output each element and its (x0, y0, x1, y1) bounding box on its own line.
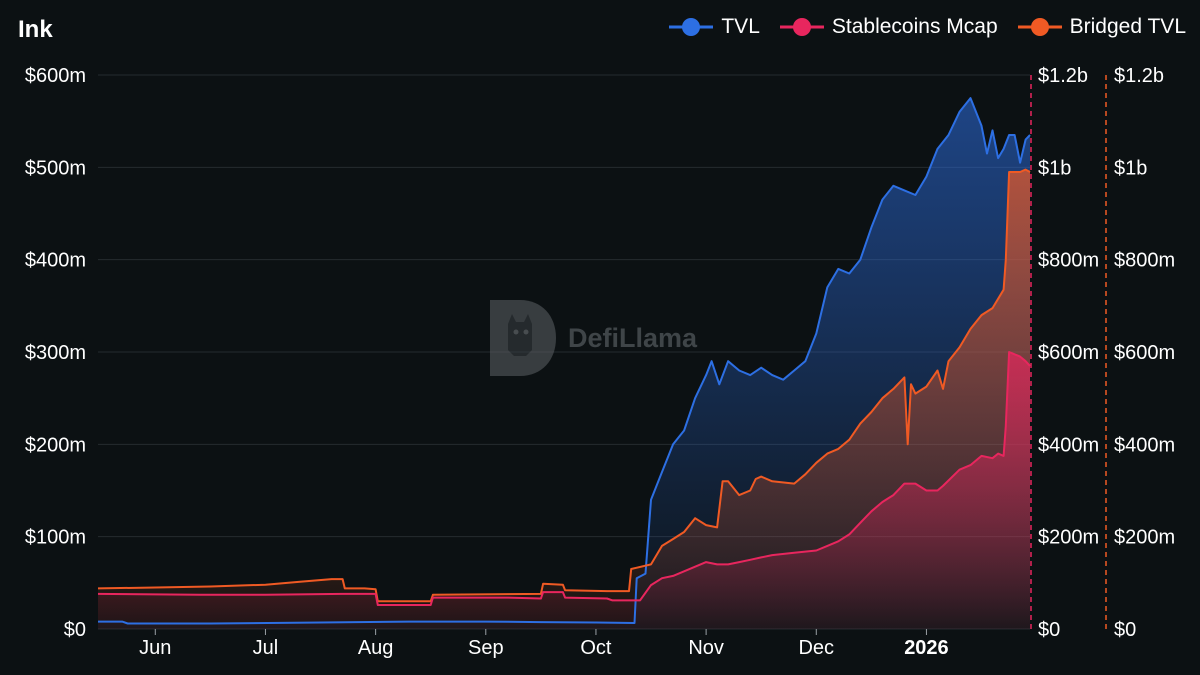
watermark-text: DefiLlama (568, 322, 698, 353)
x-tick-label: Aug (358, 637, 394, 659)
y-right2-tick-label: $0 (1114, 619, 1136, 641)
legend-label-stablecoins: Stablecoins Mcap (831, 15, 998, 38)
series-area-stablecoins-mcap (98, 352, 1030, 629)
y-left-tick-label: $300m (25, 342, 86, 364)
legend-stablecoins-marker-icon (779, 18, 824, 36)
y-left-tick-label: $200m (25, 434, 86, 456)
y-left-tick-label: $0 (64, 619, 86, 641)
y-right-tick-label: $1b (1038, 157, 1071, 179)
legend-label-bridged: Bridged TVL (1069, 15, 1186, 38)
x-tick-label: Sep (468, 637, 504, 659)
watermark: DefiLlama (490, 300, 697, 376)
x-tick-label: Jul (253, 637, 279, 659)
y-right-tick-label: $200m (1038, 527, 1099, 549)
x-tick-label: 2026 (904, 637, 949, 659)
y-right2-tick-label: $1b (1114, 157, 1147, 179)
legend-item-tvl[interactable]: TVL (669, 15, 760, 39)
y-right-tick-label: $0 (1038, 619, 1060, 641)
y-right-tick-label: $600m (1038, 342, 1099, 364)
series-area-bridged-tvl (98, 169, 1030, 629)
legend: TVL Stablecoins Mcap Bridged TVL (669, 15, 1186, 39)
series-line-tvl (98, 97, 1031, 625)
legend-tvl-marker-icon (669, 18, 714, 36)
legend-item-stablecoins[interactable]: Stablecoins Mcap (779, 15, 998, 39)
x-tick-label: Oct (580, 637, 612, 659)
legend-item-bridged[interactable]: Bridged TVL (1017, 15, 1186, 39)
legend-bridged-marker-icon (1017, 18, 1062, 36)
x-tick-label: Nov (688, 637, 724, 659)
y-right2-tick-label: $600m (1114, 342, 1175, 364)
series-line-bridged-tvl (97, 168, 1031, 603)
defillama-logo-icon (490, 300, 556, 376)
y-left-tick-label: $100m (25, 527, 86, 549)
y-right2-tick-label: $200m (1114, 527, 1175, 549)
series-line-stablecoins-mcap (97, 351, 1031, 606)
y-right-tick-label: $1.2b (1038, 65, 1088, 87)
x-tick-label: Jun (139, 637, 171, 659)
chart-title: Ink (18, 16, 53, 43)
legend-label-tvl: TVL (721, 15, 760, 38)
y-right-tick-label: $400m (1038, 434, 1099, 456)
axes: $0 $100m $200m $300m $400m $500m $600m $0 $200m $… (25, 65, 1175, 659)
y-right-tick-label: $800m (1038, 250, 1099, 272)
y-right2-tick-label: $800m (1114, 250, 1175, 272)
series-lines (97, 97, 1031, 625)
y-right2-tick-label: $1.2b (1114, 65, 1164, 87)
y-left-tick-label: $500m (25, 157, 86, 179)
y-left-tick-label: $600m (25, 65, 86, 87)
series-areas (98, 98, 1030, 630)
x-tick-label: Dec (798, 637, 834, 659)
y-right2-tick-label: $400m (1114, 434, 1175, 456)
y-left-tick-label: $400m (25, 250, 86, 272)
